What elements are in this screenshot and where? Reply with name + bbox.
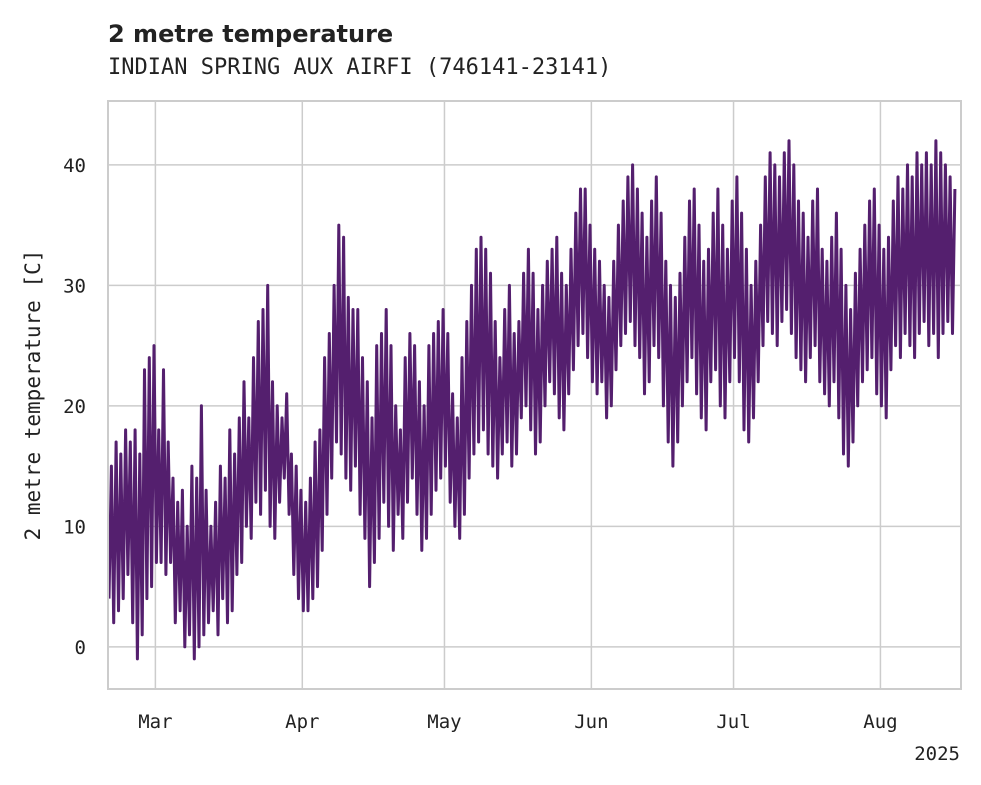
x-tick-labels: Mar Apr May Jun Jul Aug	[138, 711, 897, 733]
temperature-series-line	[107, 139, 957, 661]
y-tick-label: 30	[63, 275, 86, 297]
x-tick-label: Mar	[138, 711, 172, 733]
chart-title: 2 metre temperature	[108, 20, 393, 48]
series-layer	[107, 139, 957, 661]
x-tick-label: Jul	[716, 711, 750, 733]
x-tick-label: Jun	[574, 711, 608, 733]
y-axis-label: 2 metre temperature [C]	[21, 250, 45, 541]
plot-frame	[107, 100, 962, 690]
x-tick-label: May	[427, 711, 461, 733]
y-tick-label: 10	[63, 516, 86, 538]
x-tick-label: Aug	[863, 711, 897, 733]
x-tick-label: Apr	[285, 711, 319, 733]
chart-subtitle: INDIAN SPRING AUX AIRFI (746141-23141)	[108, 55, 611, 80]
y-tick-labels: 0 10 20 30 40	[63, 155, 86, 659]
y-tick-label: 40	[63, 155, 86, 177]
year-label: 2025	[914, 743, 960, 765]
y-tick-label: 20	[63, 396, 86, 418]
y-tick-label: 0	[75, 637, 86, 659]
